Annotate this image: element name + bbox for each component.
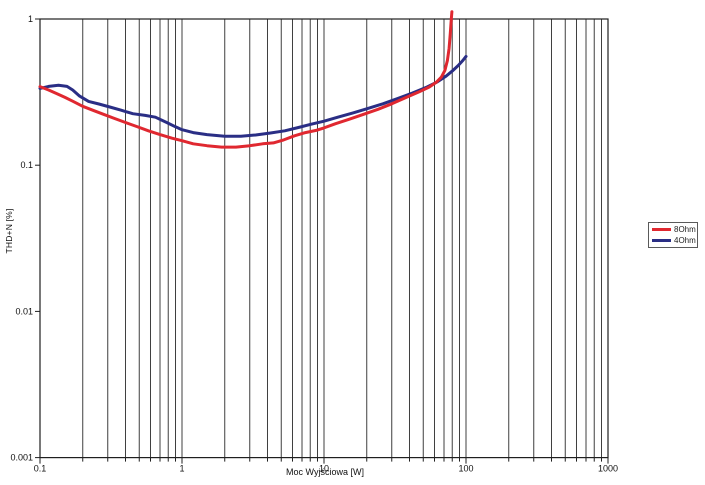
y-axis-title: THD+N [%] <box>4 208 14 254</box>
legend-entry-4ohm: 4Ohm <box>652 235 696 245</box>
y-tick-label: 1 <box>28 14 33 24</box>
x-tick-label: 1 <box>179 464 184 474</box>
x-tick-label: 100 <box>458 464 473 474</box>
legend-swatch-8ohm-icon <box>652 228 671 231</box>
x-tick-label: 1000 <box>598 464 618 474</box>
y-tick-label: 0.01 <box>15 306 33 316</box>
ticks <box>35 18 609 464</box>
curve-4ohm <box>38 54 468 138</box>
legend-swatch-4ohm-icon <box>652 239 671 242</box>
x-tick-label: 10 <box>319 464 329 474</box>
legend: 8Ohm 4Ohm <box>648 222 698 248</box>
gridlines <box>39 19 609 458</box>
plot-border <box>39 18 609 459</box>
legend-label-4ohm: 4Ohm <box>674 235 696 245</box>
curve-8ohm <box>38 10 454 149</box>
legend-label-8ohm: 8Ohm <box>674 224 696 234</box>
x-axis-title: Moc Wyjściowa [W] <box>286 467 364 477</box>
y-tick-label: 0.1 <box>20 160 33 170</box>
legend-entry-8ohm: 8Ohm <box>652 224 696 234</box>
y-tick-label: 0.001 <box>10 453 33 463</box>
x-tick-label: 0.1 <box>34 464 47 474</box>
